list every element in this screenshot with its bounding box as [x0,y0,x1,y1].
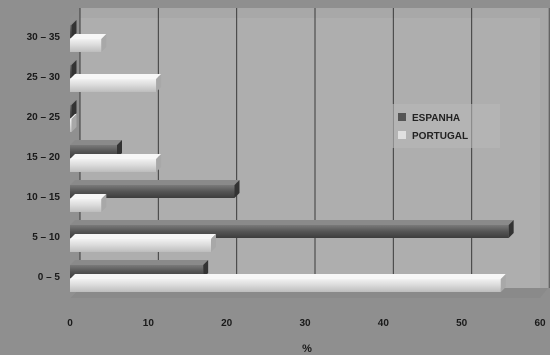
x-axis-label: % [302,343,312,355]
bar-end-face [156,154,162,172]
x-tick-label: 50 [456,318,468,329]
bar-top-face [70,74,162,79]
bar-top-face [70,260,209,265]
bar-front-face [70,185,235,198]
bar-top-face [70,100,77,105]
bar-espanha-5 [70,60,77,78]
bar-top-face [70,154,162,159]
bar-top-face [70,20,77,25]
bar-portugal-6 [70,34,107,52]
bar-end-face [71,114,77,132]
bar-portugal-1 [70,234,216,252]
bar-front-face [70,79,157,92]
bar-top-face [70,234,216,239]
bar-portugal-5 [70,74,162,92]
bar-portugal-4 [70,114,77,132]
bars [70,20,514,292]
y-tick-label: 30 – 35 [27,32,61,43]
bar-top-face [70,220,514,225]
bar-end-face [101,194,107,212]
bar-espanha-4 [70,100,77,118]
y-tick-label: 25 – 30 [27,72,61,83]
x-tick-label: 20 [221,318,233,329]
bar-front-face [70,159,157,172]
bar-front-face [70,105,72,118]
y-tick-label: 5 – 10 [32,232,60,243]
legend-label-espanha: ESPANHA [412,113,460,124]
bar-top-face [70,274,506,279]
y-tick-label: 20 – 25 [27,112,61,123]
bar-end-face [211,234,216,252]
bar-top-face [70,140,122,145]
bar-portugal-0 [70,274,506,292]
bar-front-face [70,25,72,38]
bar-espanha-6 [70,20,77,38]
bar-front-face [70,239,211,252]
legend-swatch-espanha [398,113,406,121]
y-tick-label: 15 – 20 [27,152,61,163]
bar-portugal-2 [70,194,107,212]
y-tick-label: 0 – 5 [38,272,61,283]
bar-front-face [70,199,102,212]
legend-label-portugal: PORTUGAL [412,131,468,142]
bar-end-face [203,260,209,278]
bar-front-face [70,65,72,78]
x-tick-label: 10 [143,318,155,329]
bar-portugal-3 [70,154,162,172]
x-tick-label: 60 [534,318,546,329]
bar-front-face [70,279,501,292]
bar-espanha-2 [70,180,240,198]
bar-end-face [71,20,77,38]
x-tick-label: 30 [299,318,311,329]
y-tick-label: 10 – 15 [27,192,61,203]
bar-end-face [508,220,514,238]
bar-end-face [101,34,107,52]
x-tick-labels: 0 10 20 30 40 50 60 [67,318,546,329]
bar-end-face [71,100,77,118]
y-tick-labels: 0 – 5 5 – 10 10 – 15 15 – 20 20 – 25 25 – 30 3… [27,32,61,283]
bar-top-face [70,194,107,199]
bar-top-face [70,60,77,65]
bar-top-face [70,180,240,185]
bar-front-face [70,39,102,52]
bar-end-face [71,60,77,78]
legend-swatch-portugal [398,131,406,139]
bar-top-face [70,114,77,119]
bar-top-face [70,34,107,39]
bar-end-face [117,140,122,158]
legend: ESPANHA PORTUGAL [392,104,500,148]
bar-front-face [70,119,72,132]
legend-background [392,104,500,148]
bar-end-face [156,74,162,92]
x-tick-label: 0 [67,318,73,329]
x-tick-label: 40 [378,318,390,329]
bar-end-face [234,180,240,198]
bar-end-face [500,274,506,292]
